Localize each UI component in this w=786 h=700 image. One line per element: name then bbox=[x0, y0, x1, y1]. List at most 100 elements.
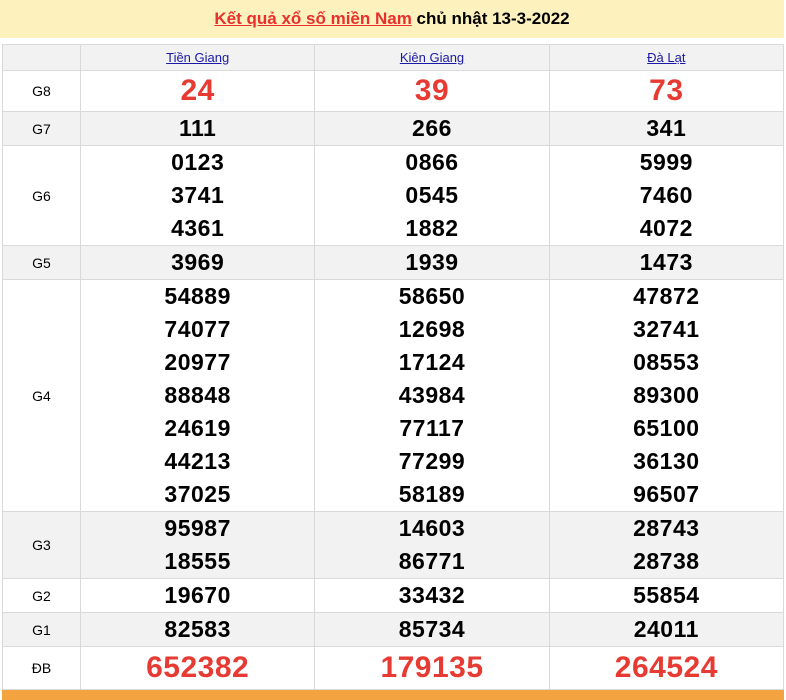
province-link-da-lat[interactable]: Đà Lạt bbox=[647, 50, 686, 65]
prize-label: G8 bbox=[2, 70, 81, 112]
prize-number: 179135 bbox=[380, 651, 484, 684]
prize-number: 95987 bbox=[164, 515, 231, 541]
prize-row-g2: G2 19670 33432 55854 bbox=[2, 578, 785, 613]
prize-number: 39 bbox=[414, 74, 450, 107]
prize-row-g6: G6 0123 3741 4361 0866 0545 1882 5999 7460 4072 bbox=[2, 145, 785, 246]
prize-number: 18555 bbox=[164, 548, 231, 574]
prize-cell: 55854 bbox=[548, 578, 785, 613]
prize-cell: 0866 0545 1882 bbox=[314, 145, 550, 246]
prize-cell: 14603 86771 bbox=[314, 511, 550, 579]
prize-number: 47872 bbox=[633, 283, 700, 309]
prize-cell: 28743 28738 bbox=[548, 511, 785, 579]
prize-number: 89300 bbox=[633, 382, 700, 408]
prize-label-header bbox=[2, 44, 81, 71]
prize-number: 0545 bbox=[405, 182, 459, 208]
prize-number: 55854 bbox=[633, 582, 700, 608]
prize-number: 82583 bbox=[164, 616, 231, 642]
prize-cell: 3969 bbox=[79, 245, 316, 280]
prize-row-đb: ĐB 652382 179135 264524 bbox=[2, 646, 785, 690]
prize-number: 77299 bbox=[398, 448, 466, 474]
prize-cell: 39 bbox=[314, 70, 550, 112]
prize-number: 1473 bbox=[639, 249, 693, 275]
prize-number: 65100 bbox=[633, 415, 700, 441]
results-date: chủ nhật 13-3-2022 bbox=[411, 9, 570, 28]
prize-number: 19670 bbox=[164, 582, 231, 608]
results-header: Kết quả xổ số miền Nam chủ nhật 13-3-202… bbox=[0, 0, 784, 38]
prize-row-g1: G1 82583 85734 24011 bbox=[2, 612, 785, 647]
prize-label: G5 bbox=[2, 245, 81, 280]
prize-number: 0866 bbox=[405, 149, 459, 175]
prize-number: 3969 bbox=[171, 249, 225, 275]
prize-cell: 111 bbox=[79, 111, 316, 146]
prize-number: 37025 bbox=[164, 481, 231, 507]
prize-number: 1882 bbox=[405, 215, 459, 241]
prize-number: 111 bbox=[178, 115, 217, 141]
prize-cell: 24011 bbox=[548, 612, 785, 647]
prize-number: 28743 bbox=[633, 515, 700, 541]
prize-row-g8: G8 24 39 73 bbox=[2, 70, 785, 112]
prize-number: 24619 bbox=[164, 415, 231, 441]
prize-number: 17124 bbox=[398, 349, 466, 375]
prize-cell: 33432 bbox=[314, 578, 550, 613]
prize-number: 20977 bbox=[164, 349, 231, 375]
prize-number: 77117 bbox=[399, 415, 465, 441]
prize-number: 4361 bbox=[171, 215, 225, 241]
prize-number: 85734 bbox=[398, 616, 466, 642]
province-link-tien-giang[interactable]: Tiền Giang bbox=[166, 50, 230, 65]
prize-label: G7 bbox=[2, 111, 81, 146]
prize-number: 74077 bbox=[164, 316, 231, 342]
prize-cell: 0123 3741 4361 bbox=[79, 145, 316, 246]
prize-cell: 652382 bbox=[79, 646, 316, 690]
prize-number: 3741 bbox=[171, 182, 225, 208]
prize-number: 08553 bbox=[633, 349, 700, 375]
prize-number: 32741 bbox=[633, 316, 700, 342]
prize-number: 28738 bbox=[633, 548, 700, 574]
prize-number: 86771 bbox=[398, 548, 466, 574]
prize-cell: 58650 12698 17124 43984 77117 77299 58189 bbox=[314, 279, 550, 512]
prize-row-g3: G3 95987 18555 14603 86771 28743 28738 bbox=[2, 511, 785, 579]
prize-number: 7460 bbox=[639, 182, 693, 208]
footer-bar bbox=[2, 690, 784, 700]
prize-row-g5: G5 3969 1939 1473 bbox=[2, 245, 785, 280]
prize-number: 24011 bbox=[633, 616, 699, 642]
prize-number: 24 bbox=[180, 74, 215, 107]
prize-cell: 179135 bbox=[314, 646, 550, 690]
prize-number: 266 bbox=[412, 115, 452, 141]
prize-number: 58189 bbox=[398, 481, 466, 507]
prize-cell: 82583 bbox=[79, 612, 316, 647]
prize-cell: 341 bbox=[548, 111, 785, 146]
prize-number: 44213 bbox=[164, 448, 231, 474]
prize-label: G1 bbox=[2, 612, 81, 647]
prize-number: 36130 bbox=[633, 448, 700, 474]
prize-cell: 1939 bbox=[314, 245, 550, 280]
prize-number: 0123 bbox=[171, 149, 225, 175]
prize-number: 4072 bbox=[639, 215, 693, 241]
prize-number: 341 bbox=[646, 115, 687, 141]
prize-row-g4: G4 54889 74077 20977 88848 24619 44213 37025 586… bbox=[2, 279, 785, 512]
province-header-row: Tiền Giang Kiên Giang Đà Lạt bbox=[2, 44, 785, 71]
prize-number: 5999 bbox=[639, 149, 693, 175]
prize-cell: 5999 7460 4072 bbox=[548, 145, 785, 246]
prize-number: 73 bbox=[649, 74, 684, 107]
prize-cell: 24 bbox=[79, 70, 316, 112]
prize-number: 264524 bbox=[614, 651, 718, 684]
prize-number: 88848 bbox=[164, 382, 231, 408]
prize-cell: 264524 bbox=[548, 646, 785, 690]
prize-label: G4 bbox=[2, 279, 81, 512]
prize-cell: 95987 18555 bbox=[79, 511, 316, 579]
prize-label: G3 bbox=[2, 511, 81, 579]
prize-number: 1939 bbox=[405, 249, 459, 275]
prize-number: 43984 bbox=[398, 382, 466, 408]
prize-cell: 47872 32741 08553 89300 65100 36130 96507 bbox=[548, 279, 785, 512]
results-table: Tiền Giang Kiên Giang Đà Lạt G8 24 39 73 G7 1… bbox=[2, 44, 785, 690]
prize-label: G2 bbox=[2, 578, 81, 613]
prize-number: 96507 bbox=[633, 481, 700, 507]
province-link-kien-giang[interactable]: Kiên Giang bbox=[399, 50, 465, 65]
prize-row-g7: G7 111 266 341 bbox=[2, 111, 785, 146]
prize-cell: 54889 74077 20977 88848 24619 44213 37025 bbox=[79, 279, 316, 512]
prize-number: 12698 bbox=[398, 316, 466, 342]
prize-label: ĐB bbox=[2, 646, 81, 690]
results-title-link[interactable]: Kết quả xổ số miền Nam bbox=[214, 9, 412, 28]
prize-number: 58650 bbox=[398, 283, 466, 309]
prize-number: 33432 bbox=[398, 582, 466, 608]
